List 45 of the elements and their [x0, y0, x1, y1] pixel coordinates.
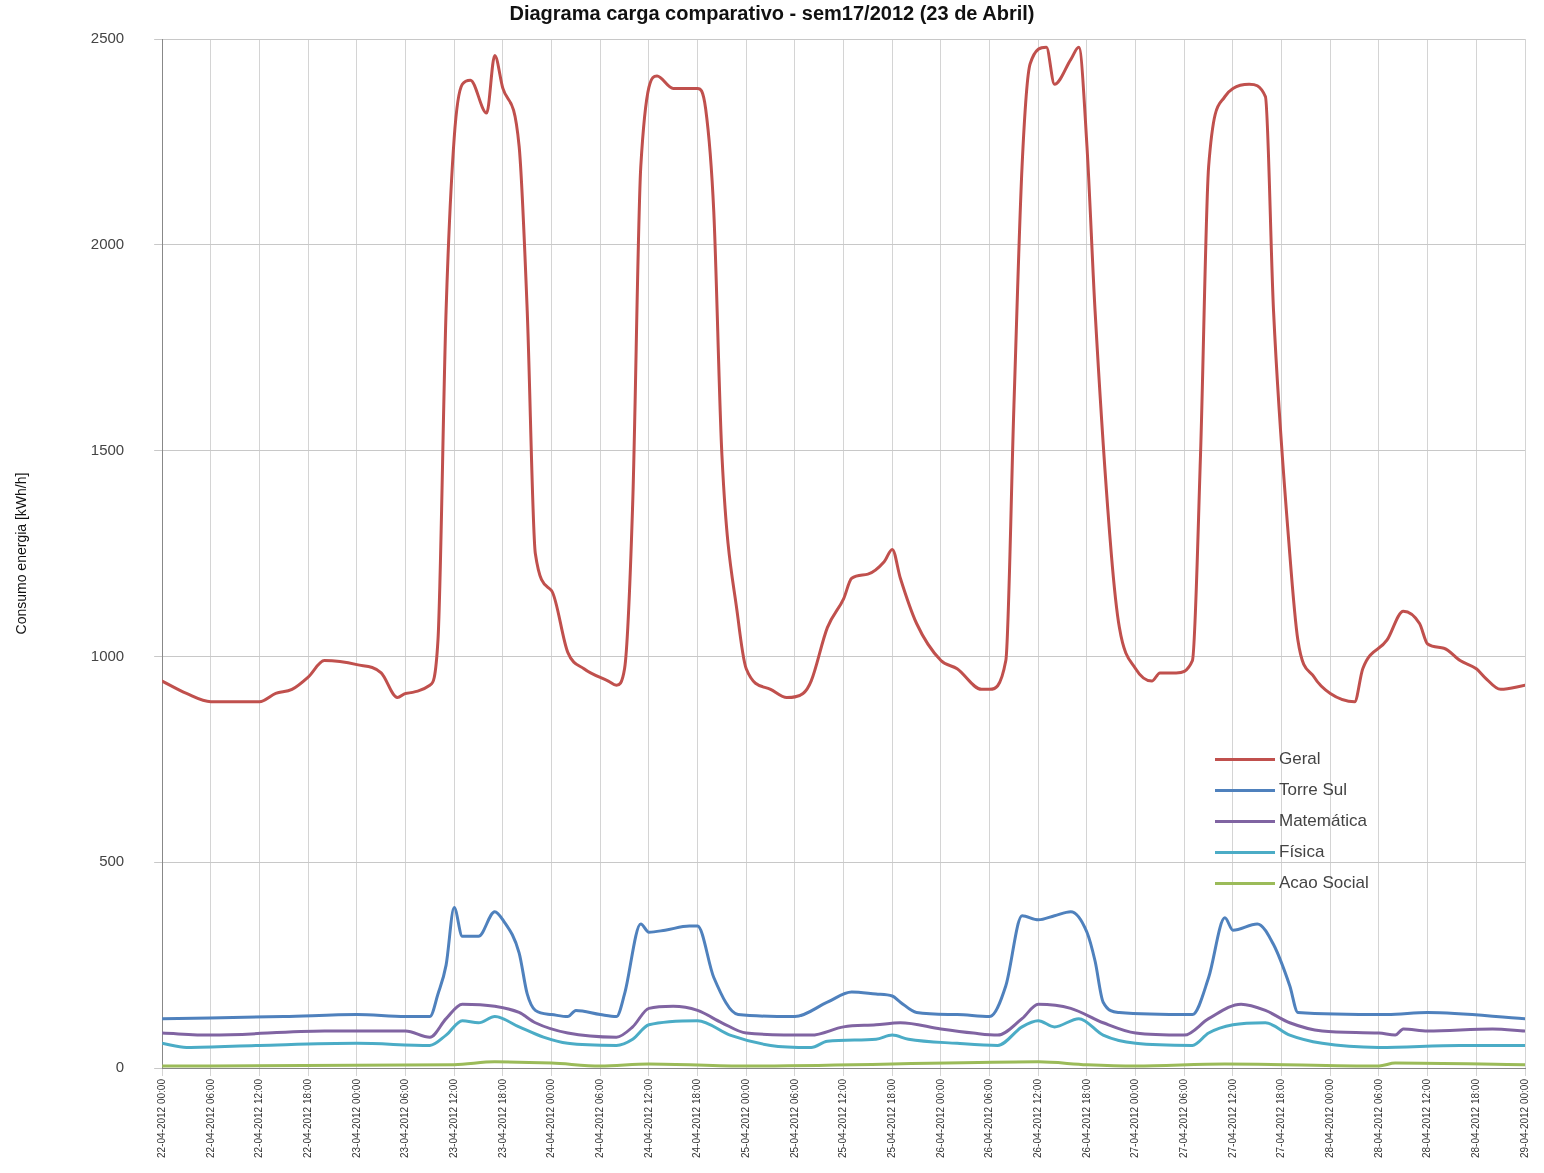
x-tick-label: 27-04-2012 18:00 — [1275, 1078, 1287, 1159]
x-tick-label: 26-04-2012 06:00 — [983, 1078, 995, 1159]
x-tick-label: 27-04-2012 12:00 — [1226, 1078, 1238, 1159]
x-tick-label: 27-04-2012 06:00 — [1178, 1078, 1190, 1159]
line-series — [162, 1002, 1525, 1039]
x-tick-label: 25-04-2012 00:00 — [739, 1078, 751, 1159]
x-tick-label: 23-04-2012 00:00 — [350, 1078, 362, 1159]
x-tick-label: 22-04-2012 06:00 — [204, 1078, 216, 1159]
x-tick-label: 26-04-2012 12:00 — [1032, 1078, 1044, 1159]
x-tick-label: 22-04-2012 12:00 — [253, 1078, 265, 1159]
x-tick-label: 24-04-2012 12:00 — [642, 1078, 654, 1159]
x-tick-label: 28-04-2012 06:00 — [1372, 1078, 1384, 1159]
x-tick-label: 23-04-2012 06:00 — [399, 1078, 411, 1159]
legend-label: Física — [1279, 842, 1325, 863]
legend-label: Acao Social — [1279, 873, 1369, 894]
y-tick-label: 500 — [99, 852, 125, 870]
x-tick-label: 25-04-2012 18:00 — [886, 1078, 898, 1159]
legend-label: Torre Sul — [1279, 780, 1348, 801]
x-tick-label: 26-04-2012 00:00 — [934, 1078, 946, 1159]
y-tick-label: 2000 — [90, 234, 125, 252]
y-tick-label: 0 — [115, 1058, 125, 1076]
y-tick-label: 1500 — [90, 440, 125, 458]
legend-label: Matemática — [1279, 811, 1367, 832]
legend-label: Geral — [1279, 749, 1321, 770]
x-tick-label: 27-04-2012 00:00 — [1129, 1078, 1141, 1159]
x-tick-label: 28-04-2012 12:00 — [1421, 1078, 1433, 1159]
x-tick-label: 23-04-2012 12:00 — [447, 1078, 459, 1159]
x-tick-label: 24-04-2012 00:00 — [545, 1078, 557, 1159]
x-tick-label: 26-04-2012 18:00 — [1080, 1078, 1092, 1159]
x-tick-label: 28-04-2012 00:00 — [1324, 1078, 1336, 1159]
x-tick-label: 23-04-2012 18:00 — [496, 1078, 508, 1159]
x-tick-label: 24-04-2012 18:00 — [691, 1078, 703, 1159]
x-tick-label: 28-04-2012 18:00 — [1470, 1078, 1482, 1159]
line-series — [162, 906, 1525, 1021]
x-tick-label: 25-04-2012 12:00 — [837, 1078, 849, 1159]
x-tick-label: 22-04-2012 00:00 — [155, 1078, 167, 1159]
x-tick-label: 22-04-2012 18:00 — [301, 1078, 313, 1159]
y-axis-title: Consumo energia [kWh/h] — [13, 472, 30, 635]
y-tick-label: 2500 — [90, 29, 125, 47]
chart-title: Diagrama carga comparativo - sem17/2012 (23 de Abril) — [508, 2, 1036, 25]
x-tick-label: 24-04-2012 06:00 — [593, 1078, 605, 1159]
x-tick-label: 29-04-2012 00:00 — [1518, 1078, 1530, 1159]
y-tick-label: 1000 — [90, 646, 125, 664]
x-tick-label: 25-04-2012 06:00 — [788, 1078, 800, 1159]
line-series — [162, 1015, 1525, 1049]
